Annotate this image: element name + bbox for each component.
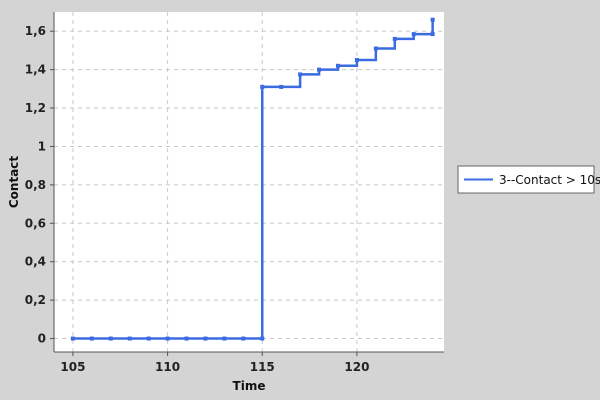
data-point (335, 63, 340, 68)
x-tick-label: 110 (155, 360, 180, 374)
data-point (392, 36, 397, 41)
data-point (279, 84, 284, 89)
data-point (222, 336, 227, 341)
y-tick-label: 0,6 (25, 216, 46, 230)
x-tick-label: 120 (344, 360, 369, 374)
data-point (127, 336, 132, 341)
data-point (70, 336, 75, 341)
plot-area (54, 12, 444, 352)
x-axis-ticks: 105 110 115 120 (60, 352, 369, 374)
data-point (354, 58, 359, 63)
data-point (108, 336, 113, 341)
series-layer (70, 17, 435, 341)
legend: 3--Contact > 10s (457, 165, 600, 194)
y-tick-label: 0,4 (25, 255, 46, 269)
x-tick-label: 115 (250, 360, 275, 374)
data-point (373, 46, 378, 51)
data-point (146, 336, 151, 341)
data-point (298, 72, 303, 77)
x-axis-title: Time (233, 379, 266, 393)
data-point (184, 336, 189, 341)
data-point (430, 17, 435, 22)
y-tick-label: 1 (38, 139, 46, 153)
data-point (241, 336, 246, 341)
y-axis-ticks: 0 0,2 0,4 0,6 0,8 1 1,2 1,4 1,6 (25, 24, 54, 346)
data-point (411, 32, 416, 37)
data-point (165, 336, 170, 341)
y-axis-title: Contact (7, 156, 21, 209)
y-tick-label: 0,2 (25, 293, 46, 307)
y-tick-label: 1,4 (25, 63, 46, 77)
x-tick-label: 105 (60, 360, 85, 374)
data-point (260, 336, 265, 341)
y-tick-label: 0 (38, 332, 46, 346)
data-point (89, 336, 94, 341)
legend-entry-label: 3--Contact > 10s (499, 173, 600, 187)
y-tick-label: 1,6 (25, 24, 46, 38)
data-point (430, 32, 435, 37)
y-tick-label: 0,8 (25, 178, 46, 192)
y-tick-label: 1,2 (25, 101, 46, 115)
data-point (203, 336, 208, 341)
data-point (260, 84, 265, 89)
grid (54, 12, 444, 352)
data-point (317, 67, 322, 72)
